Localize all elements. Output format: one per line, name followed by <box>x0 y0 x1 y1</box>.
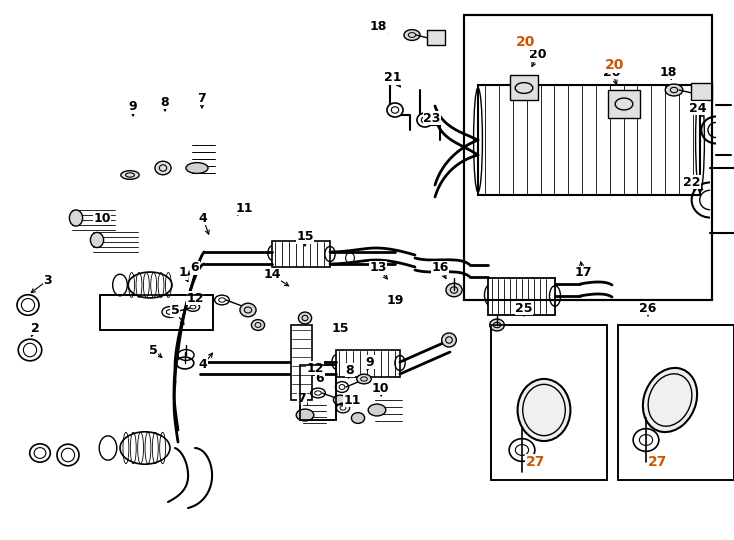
Text: 9: 9 <box>128 100 137 113</box>
Bar <box>336 350 400 377</box>
Bar <box>491 325 607 480</box>
Ellipse shape <box>297 409 314 421</box>
Bar <box>100 295 213 330</box>
Bar <box>691 83 712 100</box>
Ellipse shape <box>121 171 139 179</box>
Ellipse shape <box>90 232 103 247</box>
Text: 15: 15 <box>297 231 313 244</box>
Text: 20: 20 <box>603 65 621 78</box>
Ellipse shape <box>120 432 170 464</box>
Text: 10: 10 <box>93 212 111 225</box>
Ellipse shape <box>517 379 570 441</box>
Text: 6: 6 <box>191 261 200 274</box>
Text: 26: 26 <box>639 301 657 314</box>
Text: 23: 23 <box>424 111 440 125</box>
Ellipse shape <box>368 404 386 416</box>
Ellipse shape <box>70 210 83 226</box>
Text: 10: 10 <box>371 381 389 395</box>
Text: 5: 5 <box>148 343 157 356</box>
Bar <box>488 278 555 315</box>
Text: 5: 5 <box>170 303 179 316</box>
Text: 7: 7 <box>297 392 306 404</box>
Bar <box>272 241 330 267</box>
Bar <box>427 30 445 45</box>
Text: 17: 17 <box>574 267 592 280</box>
Bar <box>464 15 712 300</box>
Ellipse shape <box>128 272 172 298</box>
Bar <box>618 325 734 480</box>
Ellipse shape <box>357 374 371 384</box>
Ellipse shape <box>186 163 208 173</box>
Bar <box>464 15 712 300</box>
Text: 27: 27 <box>526 455 545 469</box>
Text: 22: 22 <box>683 176 701 188</box>
Ellipse shape <box>446 284 462 297</box>
Text: 21: 21 <box>385 71 401 84</box>
Text: 8: 8 <box>346 363 355 376</box>
Text: 20: 20 <box>529 49 547 62</box>
Text: 15: 15 <box>331 321 349 334</box>
Ellipse shape <box>155 161 171 175</box>
Bar <box>300 365 336 420</box>
Text: 4: 4 <box>199 359 208 372</box>
Text: 25: 25 <box>515 301 533 314</box>
Ellipse shape <box>299 312 312 324</box>
Bar <box>300 365 336 420</box>
Text: 18: 18 <box>659 65 677 78</box>
Ellipse shape <box>387 103 403 117</box>
Text: 16: 16 <box>432 261 448 274</box>
Text: 14: 14 <box>264 268 280 281</box>
Bar <box>478 85 700 195</box>
Ellipse shape <box>643 368 697 432</box>
Text: 12: 12 <box>186 292 204 305</box>
Bar <box>608 90 640 118</box>
Text: 11: 11 <box>344 394 360 407</box>
Text: 24: 24 <box>689 102 707 114</box>
Text: 8: 8 <box>161 96 170 109</box>
Bar <box>491 325 607 480</box>
Bar <box>291 325 312 400</box>
Text: 6: 6 <box>316 372 324 384</box>
Text: 12: 12 <box>306 361 324 375</box>
Text: 27: 27 <box>648 455 668 469</box>
Text: 2: 2 <box>31 321 40 334</box>
Text: 19: 19 <box>386 294 404 307</box>
Ellipse shape <box>251 320 264 330</box>
Ellipse shape <box>490 319 504 331</box>
Text: 11: 11 <box>236 201 252 214</box>
Ellipse shape <box>352 413 365 423</box>
Ellipse shape <box>404 30 420 40</box>
Text: 20: 20 <box>516 35 536 49</box>
Text: 13: 13 <box>369 261 387 274</box>
Text: 9: 9 <box>366 355 374 368</box>
Ellipse shape <box>442 333 457 347</box>
Text: 1: 1 <box>178 267 187 280</box>
Ellipse shape <box>665 84 683 96</box>
Bar <box>618 325 734 480</box>
Ellipse shape <box>240 303 256 317</box>
Text: 18: 18 <box>369 21 387 33</box>
Bar <box>510 75 538 100</box>
Ellipse shape <box>417 113 433 127</box>
Text: 3: 3 <box>44 273 52 287</box>
Text: 20: 20 <box>606 58 625 72</box>
Text: 7: 7 <box>197 91 206 105</box>
Bar <box>100 295 213 330</box>
Text: 4: 4 <box>199 212 208 225</box>
Ellipse shape <box>333 395 346 405</box>
